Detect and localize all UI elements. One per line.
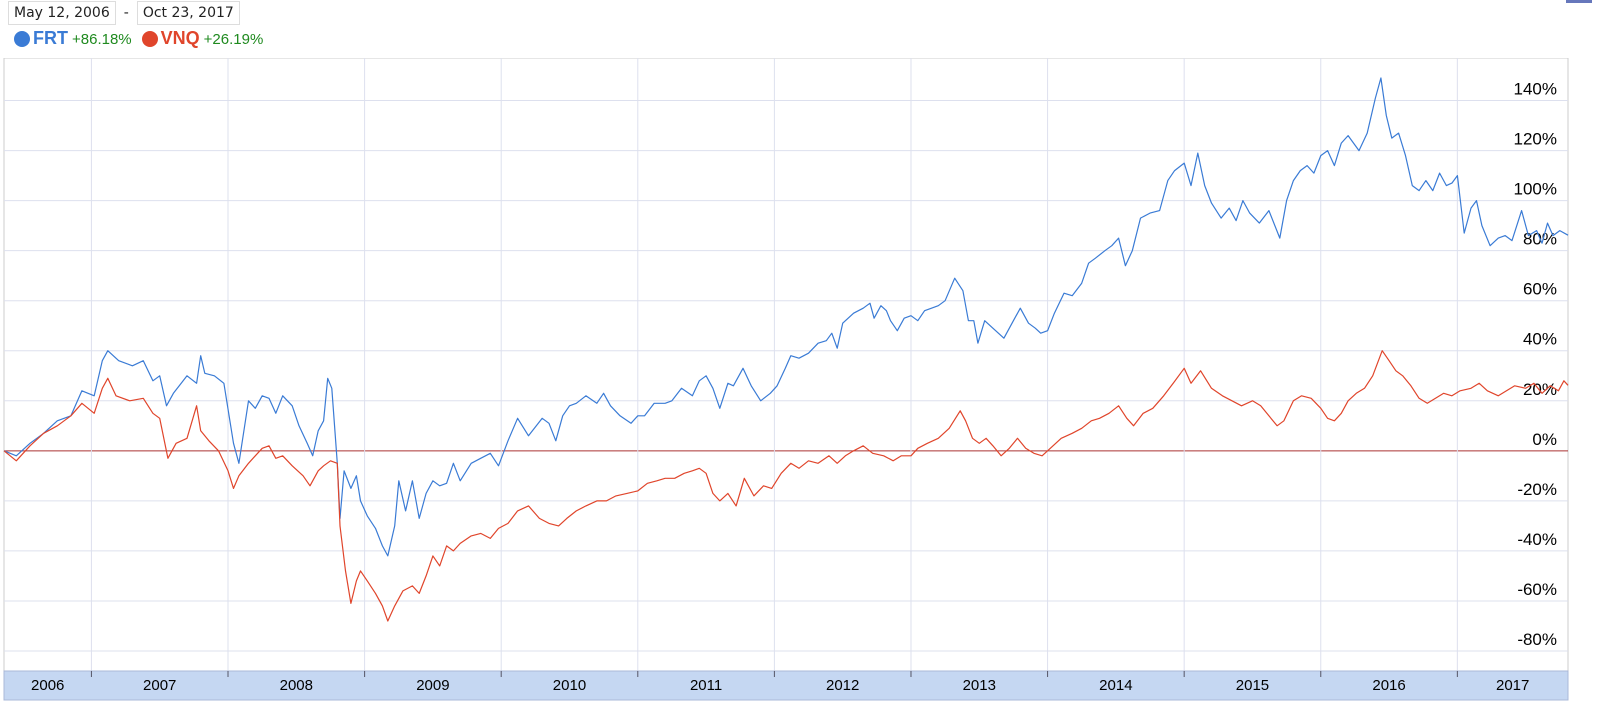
x-tick-label: 2008 bbox=[280, 677, 313, 694]
x-tick-label: 2007 bbox=[143, 677, 176, 694]
end-date-field[interactable]: Oct 23, 2017 bbox=[136, 1, 240, 25]
y-tick-label: 20% bbox=[1523, 380, 1557, 399]
legend-item-vnq[interactable]: VNQ +26.19% bbox=[141, 28, 264, 49]
x-tick-label: 2006 bbox=[31, 677, 64, 694]
frt-change: +86.18% bbox=[72, 31, 132, 48]
x-tick-label: 2012 bbox=[826, 677, 859, 694]
x-tick-label: 2010 bbox=[553, 677, 586, 694]
y-tick-label: -80% bbox=[1517, 630, 1557, 649]
x-tick-label: 2016 bbox=[1372, 677, 1405, 694]
y-tick-label: -60% bbox=[1517, 580, 1557, 599]
performance-chart[interactable]: 140%120%100%80%60%40%20%0%-20%-40%-60%-8… bbox=[0, 58, 1600, 712]
y-tick-label: 120% bbox=[1514, 130, 1557, 149]
frt-symbol[interactable]: FRT bbox=[33, 28, 68, 48]
y-tick-label: 40% bbox=[1523, 330, 1557, 349]
series-line-vnq bbox=[3, 350, 1569, 622]
x-tick-label: 2017 bbox=[1496, 677, 1529, 694]
start-date-field[interactable]: May 12, 2006 bbox=[8, 1, 116, 25]
y-tick-label: 100% bbox=[1514, 180, 1557, 199]
x-tick-label: 2014 bbox=[1099, 677, 1132, 694]
x-tick-label: 2015 bbox=[1236, 677, 1269, 694]
x-tick-label: 2009 bbox=[416, 677, 449, 694]
window-corner-decoration bbox=[1566, 0, 1592, 3]
x-tick-label: 2011 bbox=[690, 677, 722, 694]
vnq-symbol[interactable]: VNQ bbox=[160, 28, 200, 48]
plot-area bbox=[3, 58, 1569, 672]
y-tick-label: -20% bbox=[1517, 480, 1557, 499]
x-axis-band bbox=[3, 670, 1569, 701]
date-range-separator: - bbox=[123, 5, 129, 21]
x-tick-label: 2013 bbox=[963, 677, 996, 694]
y-tick-label: 60% bbox=[1523, 280, 1557, 299]
vnq-change: +26.19% bbox=[203, 31, 264, 48]
y-tick-label: 140% bbox=[1514, 80, 1557, 99]
chart-legend: FRT +86.18% VNQ +26.19% bbox=[14, 28, 273, 49]
series-line-frt bbox=[3, 77, 1569, 557]
y-tick-label: -40% bbox=[1517, 530, 1557, 549]
vnq-color-dot bbox=[141, 31, 158, 47]
y-tick-label: 0% bbox=[1532, 430, 1557, 449]
frt-color-dot bbox=[14, 31, 30, 47]
legend-item-frt[interactable]: FRT +86.18% bbox=[14, 28, 132, 49]
date-range-selector: May 12, 2006 - Oct 23, 2017 bbox=[8, 1, 240, 25]
